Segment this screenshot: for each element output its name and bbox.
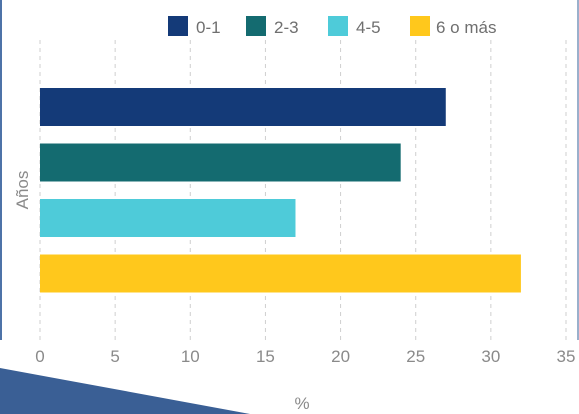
bar-4-5 — [40, 199, 296, 237]
x-tick-label: 30 — [481, 347, 500, 366]
y-axis-label: Años — [13, 171, 32, 210]
x-axis-label: % — [294, 394, 309, 413]
bars — [40, 88, 521, 293]
x-tick-labels: 0 5 10 15 20 25 30 35 — [35, 347, 575, 366]
legend-label: 6 o más — [436, 18, 496, 37]
x-tick-label: 15 — [256, 347, 275, 366]
frame-left-edge — [0, 0, 2, 340]
bar-0-1 — [40, 88, 446, 126]
x-tick-label: 10 — [181, 347, 200, 366]
x-tick-label: 20 — [331, 347, 350, 366]
bar-6-o-más — [40, 254, 521, 293]
legend-label: 2-3 — [274, 18, 299, 37]
x-tick-label: 25 — [406, 347, 425, 366]
frame-right-edge — [577, 0, 579, 340]
x-tick-label: 0 — [35, 347, 44, 366]
legend-swatch — [410, 16, 430, 36]
legend-label: 4-5 — [356, 18, 381, 37]
legend-swatch — [246, 16, 266, 36]
x-tick-label: 5 — [110, 347, 119, 366]
legend-swatch — [328, 16, 348, 36]
legend: 0-1 2-3 4-5 6 o más — [168, 16, 496, 37]
legend-swatch — [168, 16, 188, 36]
x-tick-label: 35 — [557, 347, 576, 366]
legend-label: 0-1 — [196, 18, 221, 37]
grid-lines — [39, 40, 567, 340]
bar-2-3 — [40, 143, 401, 182]
